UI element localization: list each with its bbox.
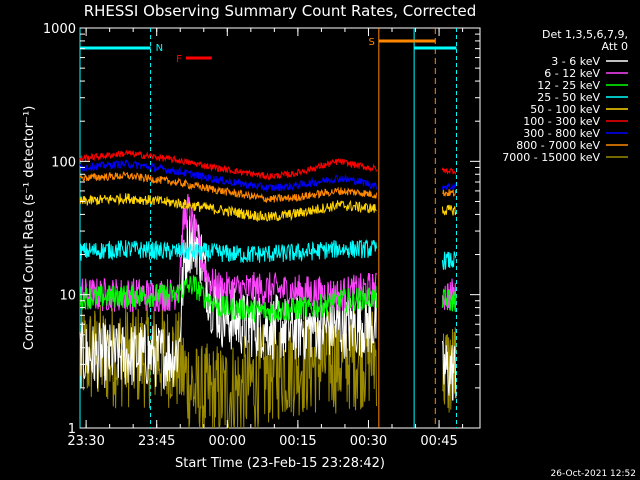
y-axis-label: Corrected Count Rate (s⁻¹ detector⁻¹) <box>22 106 37 351</box>
legend-label: 300 - 800 keV <box>523 127 600 140</box>
axis-layer: 1 10 100 1000 23:30 23:45 00:00 00:15 00:30 00:45 <box>43 22 480 449</box>
series-12-25-kev <box>79 275 457 323</box>
legend-label: 12 - 25 keV <box>537 79 600 92</box>
series-line <box>79 238 377 264</box>
series-800-7000-kev <box>79 171 457 203</box>
x-axis-label: Start Time (23-Feb-15 23:28:42) <box>175 456 385 471</box>
series-line-segment-2 <box>441 327 457 413</box>
series-line-segment-2 <box>441 288 457 313</box>
series-100-300-kev <box>79 149 457 181</box>
series-50-100-kev <box>79 193 457 223</box>
x-tick-label: 00:00 <box>209 434 246 449</box>
series-line-segment-2 <box>441 204 457 216</box>
series-line <box>79 149 377 181</box>
legend-header: Att 0 <box>602 40 628 53</box>
series-25-50-kev <box>79 238 457 270</box>
series-300-800-kev <box>79 159 457 192</box>
series-line-segment-2 <box>441 182 457 191</box>
timestamp: 26-Oct-2021 12:52 <box>551 469 636 479</box>
legend-label: 6 - 12 keV <box>544 67 600 80</box>
legend-label: 800 - 7000 keV <box>516 139 600 152</box>
series-line-segment-2 <box>441 278 457 311</box>
x-tick-label: 00:45 <box>420 434 457 449</box>
flare-label: F <box>176 54 182 65</box>
series-line <box>79 275 377 323</box>
series-7000-15000-kev <box>79 302 457 429</box>
legend-label: 7000 - 15000 keV <box>502 151 600 164</box>
series-line <box>79 193 377 223</box>
series-line <box>79 302 377 429</box>
legend-label: 3 - 6 keV <box>551 55 600 68</box>
series-line <box>79 171 377 203</box>
legend-label: 100 - 300 keV <box>523 115 600 128</box>
x-tick-label: 23:45 <box>138 434 175 449</box>
legend-header: Det 1,3,5,6,7,9, <box>542 28 628 41</box>
legend-label: 50 - 100 keV <box>530 103 600 116</box>
x-tick-label: 00:15 <box>279 434 316 449</box>
y-tick-label: 100 <box>51 155 76 170</box>
orbit-bars: N F S <box>80 37 457 65</box>
y-tick-label: 10 <box>59 289 76 304</box>
x-tick-label: 00:30 <box>350 434 387 449</box>
series-line-segment-2 <box>441 167 457 176</box>
series-line-segment-2 <box>441 251 457 270</box>
series-layer <box>79 149 457 429</box>
saa-label: S <box>368 37 374 48</box>
series-line-segment-2 <box>442 189 457 197</box>
x-tick-label: 23:30 <box>67 434 104 449</box>
legend-label: 25 - 50 keV <box>537 91 600 104</box>
series-line-segment-2 <box>441 340 457 401</box>
chart-title: RHESSI Observing Summary Count Rates, Co… <box>84 2 477 20</box>
series-line <box>79 159 377 192</box>
y-tick-label: 1 <box>68 422 76 437</box>
night-label: N <box>156 43 163 54</box>
y-tick-label: 1000 <box>43 22 76 37</box>
